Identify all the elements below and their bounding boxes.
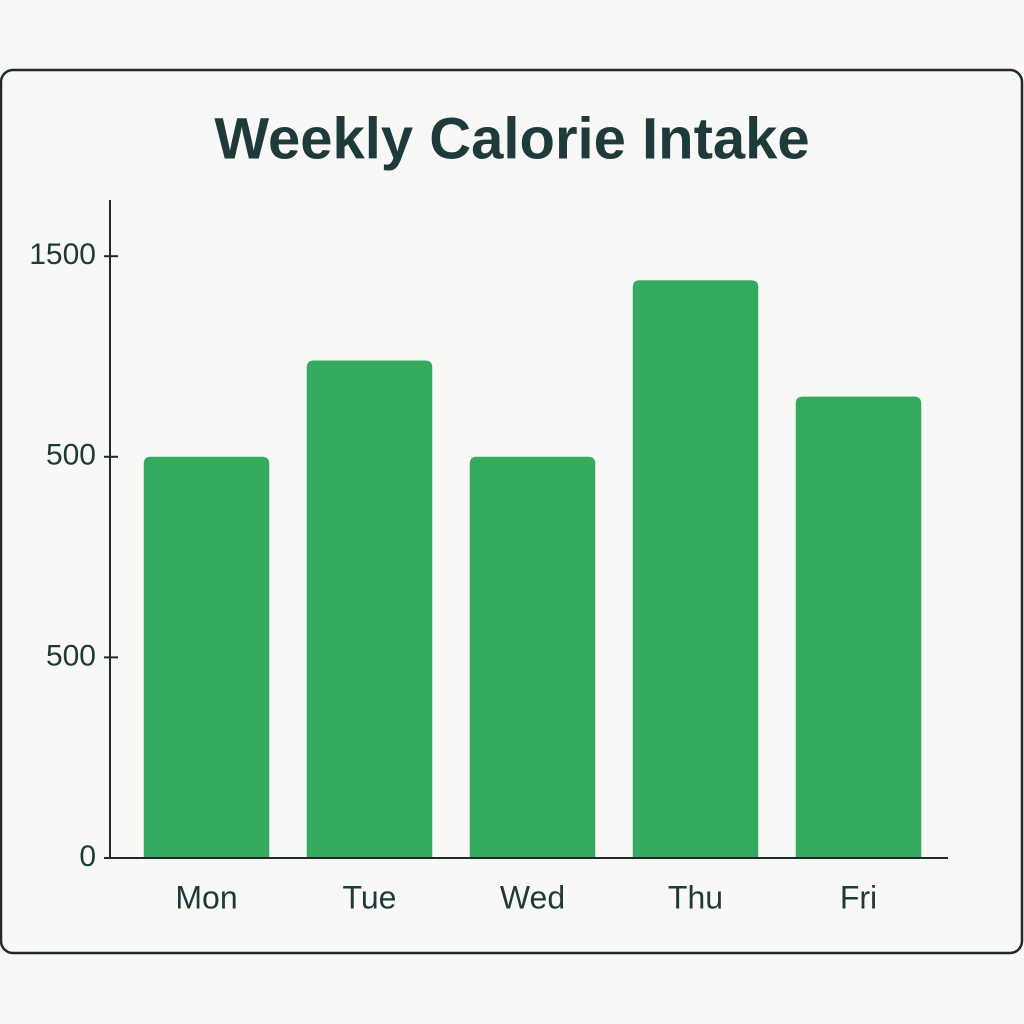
y-tick-label: 1500 <box>29 238 96 271</box>
x-tick-label: Fri <box>840 879 877 915</box>
chart-title: Weekly Calorie Intake <box>214 106 809 171</box>
bar <box>632 280 759 858</box>
y-tick-label: 500 <box>46 439 96 472</box>
bar <box>469 456 596 858</box>
x-tick-label: Wed <box>500 879 565 915</box>
y-tick-label: 500 <box>46 639 96 672</box>
x-tick-label: Thu <box>668 879 723 915</box>
y-tick-label: 0 <box>79 840 96 873</box>
bar <box>143 456 270 858</box>
bar <box>306 360 433 858</box>
x-tick-label: Tue <box>343 879 397 915</box>
bar <box>795 396 922 858</box>
x-tick-label: Mon <box>175 879 237 915</box>
